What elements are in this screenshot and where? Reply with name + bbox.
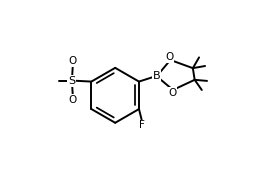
Text: S: S	[68, 76, 76, 86]
Text: F: F	[139, 120, 144, 130]
Text: O: O	[69, 95, 77, 105]
Text: O: O	[165, 52, 174, 62]
Text: O: O	[69, 56, 77, 66]
Text: B: B	[153, 71, 160, 81]
Text: O: O	[168, 88, 176, 98]
